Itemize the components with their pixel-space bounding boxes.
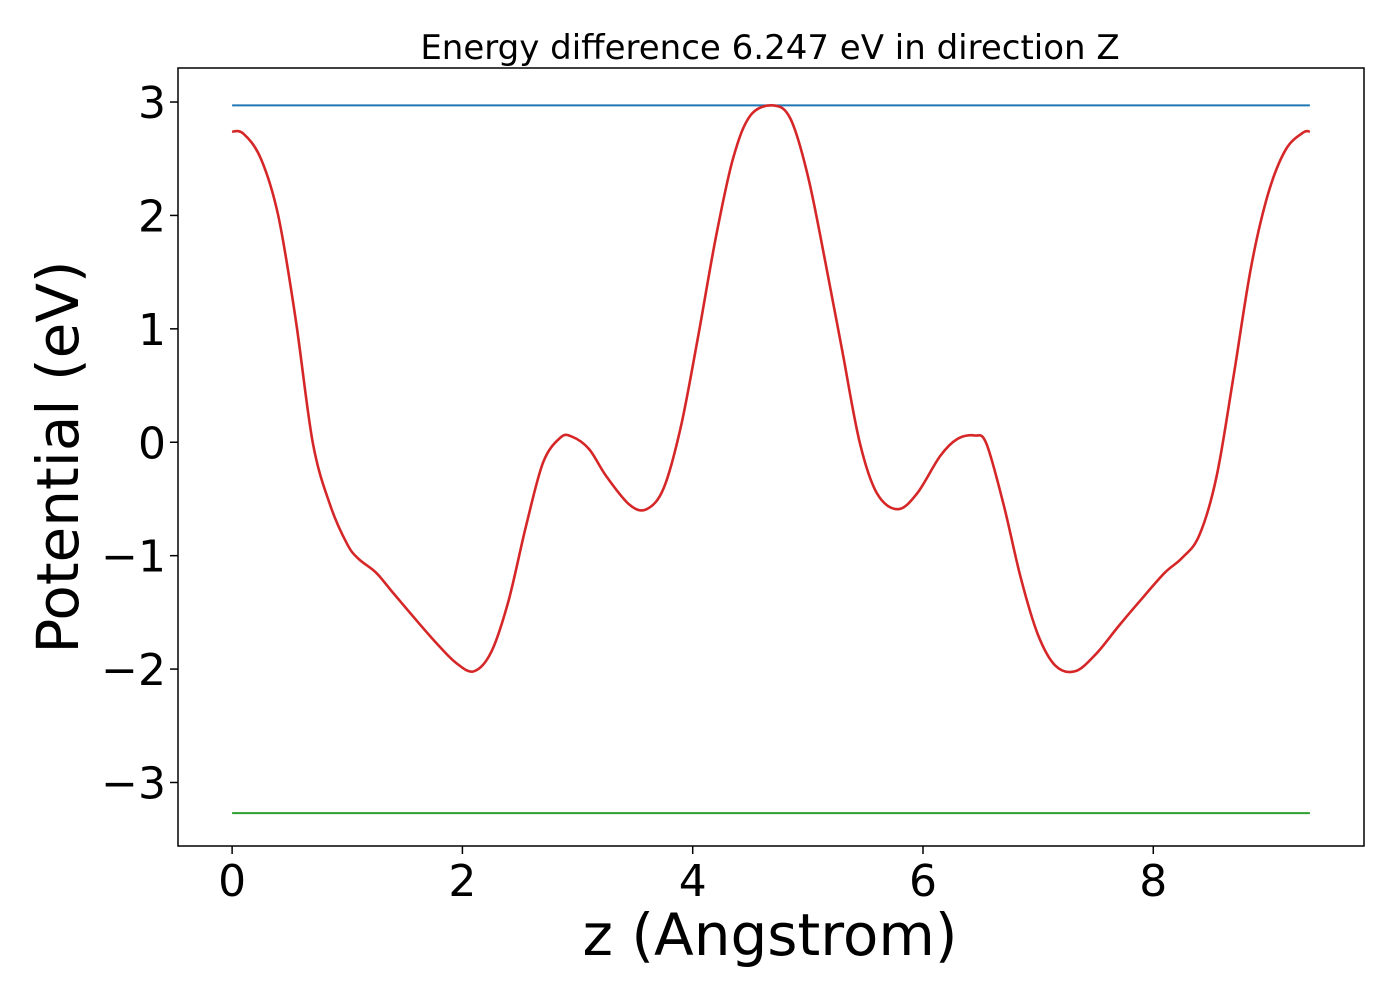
x-axis-label: z (Angstrom) (583, 901, 958, 969)
y-tick-label: 2 (138, 191, 166, 242)
series-line-potential (231, 104, 1311, 674)
x-tick-label: 8 (1139, 856, 1167, 907)
y-ticks: 3 2 1 0 −1 −2 −3 (101, 78, 178, 809)
y-axis-label: Potential (eV) (24, 260, 92, 653)
plot-frame (177, 67, 1365, 847)
y-tick-label: 1 (138, 305, 166, 356)
series-layer (231, 104, 1311, 815)
x-tick-label: 4 (679, 856, 707, 907)
y-tick-label: 0 (138, 418, 166, 469)
y-tick-label: −1 (101, 532, 166, 583)
x-ticks: 0 2 4 6 8 (218, 846, 1167, 907)
x-tick-label: 2 (448, 856, 476, 907)
x-tick-label: 6 (909, 856, 937, 907)
y-tick-label: −3 (101, 758, 166, 809)
chart-title: Energy difference 6.247 eV in direction … (420, 28, 1119, 68)
x-tick-label: 0 (218, 856, 246, 907)
y-tick-label: −2 (101, 645, 166, 696)
y-tick-label: 3 (138, 78, 166, 129)
